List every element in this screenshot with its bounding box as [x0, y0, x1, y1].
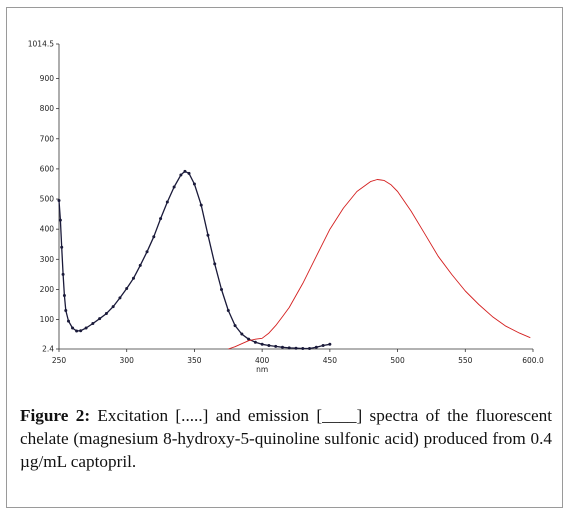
excitation-data-point — [79, 329, 83, 333]
excitation-data-point — [159, 217, 163, 221]
figure-frame — [6, 7, 563, 508]
excitation-data-point — [253, 340, 257, 344]
excitation-data-point — [226, 309, 230, 313]
excitation-data-point — [57, 199, 61, 203]
excitation-data-point — [172, 185, 176, 189]
excitation-data-point — [84, 326, 88, 330]
y-tick-label: 2.4 — [42, 345, 54, 354]
excitation-data-point — [233, 324, 237, 328]
excitation-data-point — [308, 347, 312, 351]
excitation-data-point — [314, 345, 318, 349]
y-tick-label: 600 — [40, 164, 55, 173]
excitation-data-point — [280, 345, 284, 349]
excitation-data-point — [165, 200, 169, 204]
excitation-data-point — [260, 342, 264, 346]
excitation-data-point — [64, 309, 68, 313]
excitation-data-point — [118, 296, 122, 300]
excitation-data-point — [60, 245, 64, 249]
excitation-data-point — [91, 322, 95, 326]
excitation-data-point — [328, 342, 332, 346]
y-tick-label: 900 — [40, 74, 55, 83]
x-tick-label: 600.0 — [522, 356, 544, 365]
excitation-data-point — [247, 337, 251, 341]
excitation-data-point — [199, 203, 203, 207]
excitation-data-point — [125, 287, 129, 291]
x-tick-label: 250 — [52, 356, 67, 365]
y-tick-label: 700 — [40, 134, 55, 143]
excitation-data-point — [98, 317, 102, 321]
y-tick-label: 1014.5 — [28, 40, 54, 49]
caption-text: Excitation [.....] and emission [____] s… — [20, 406, 552, 471]
y-tick-label: 300 — [40, 255, 55, 264]
chart-series — [57, 169, 531, 351]
excitation-spectrum-line — [58, 170, 331, 350]
excitation-data-point — [321, 344, 325, 348]
excitation-data-point — [183, 169, 187, 173]
excitation-data-point — [267, 344, 271, 348]
excitation-data-point — [301, 347, 305, 351]
x-tick-label: 400 — [255, 356, 270, 365]
excitation-data-point — [62, 293, 66, 297]
figure-caption: Figure 2: Excitation [.....] and emissio… — [20, 404, 552, 473]
x-tick-label: 450 — [323, 356, 338, 365]
y-tick-label: 400 — [40, 225, 55, 234]
excitation-data-point — [66, 319, 70, 323]
excitation-data-point — [104, 312, 108, 316]
excitation-data-point — [240, 332, 244, 336]
excitation-data-point — [111, 305, 115, 309]
excitation-data-point — [138, 263, 142, 267]
x-tick-label: 350 — [187, 356, 202, 365]
excitation-data-point — [220, 287, 224, 291]
caption-label: Figure 2: — [20, 406, 91, 425]
excitation-data-point — [179, 173, 183, 177]
excitation-data-point — [192, 182, 196, 186]
y-tick-label: 800 — [40, 104, 55, 113]
excitation-data-point — [61, 272, 65, 276]
y-tick-label: 500 — [40, 195, 55, 204]
excitation-data-point — [152, 235, 156, 239]
x-tick-label: 500 — [390, 356, 405, 365]
excitation-data-point — [71, 326, 75, 330]
excitation-data-point — [287, 346, 291, 350]
emission-spectrum-line — [228, 179, 531, 350]
excitation-data-point — [145, 250, 149, 254]
excitation-data-point — [131, 276, 135, 280]
excitation-data-point — [58, 218, 62, 222]
y-tick-label: 100 — [40, 315, 55, 324]
spectra-chart: 2.4 100 200 300 400 500 600 700 800 900 1014.5 250 3… — [28, 40, 544, 375]
excitation-data-point — [187, 171, 191, 175]
y-tick-label: 200 — [40, 285, 55, 294]
chart-axes: 2.4 100 200 300 400 500 600 700 800 900 1014.5 250 3… — [28, 40, 544, 366]
excitation-data-point — [213, 262, 217, 266]
x-axis-label: nm — [256, 365, 268, 374]
excitation-data-point — [75, 329, 79, 333]
x-tick-label: 300 — [120, 356, 135, 365]
excitation-data-point — [206, 233, 210, 237]
x-tick-label: 550 — [458, 356, 473, 365]
excitation-data-point — [294, 346, 298, 350]
excitation-data-point — [274, 344, 278, 348]
